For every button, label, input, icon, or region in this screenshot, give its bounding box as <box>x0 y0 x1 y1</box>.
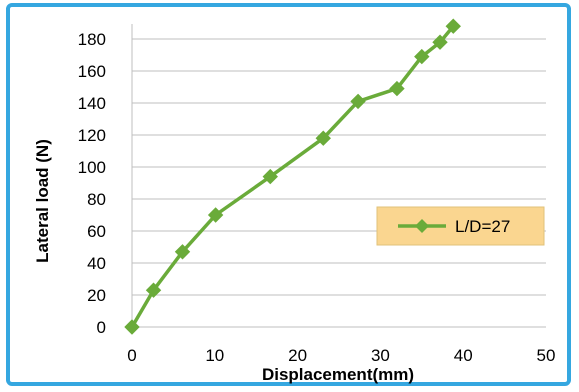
y-tick-label-140: 140 <box>78 94 106 113</box>
data-point-0-2 <box>174 244 191 260</box>
data-point-0-0 <box>124 319 140 335</box>
legend-label: L/D=27 <box>455 217 510 236</box>
series-group <box>124 18 461 335</box>
y-tick-label-20: 20 <box>87 286 106 305</box>
legend: L/D=27 <box>376 206 545 246</box>
y-tick-label-80: 80 <box>87 190 106 209</box>
grid-lines <box>132 38 546 296</box>
x-tick-label-20: 20 <box>288 346 307 365</box>
x-tick-label-10: 10 <box>205 346 224 365</box>
y-tick-label-60: 60 <box>87 222 106 241</box>
y-tick-label-160: 160 <box>78 62 106 81</box>
y-tick-label-120: 120 <box>78 126 106 145</box>
data-point-0-6 <box>350 93 366 110</box>
data-point-0-1 <box>145 282 162 298</box>
y-tick-label-40: 40 <box>87 254 106 273</box>
data-point-0-4 <box>262 168 278 185</box>
y-axis-title: Lateral load (N) <box>33 139 52 263</box>
axes <box>131 24 546 328</box>
y-tick-labels: 0 20 40 60 80 100 120 140 160 180 <box>78 30 106 337</box>
chart-frame <box>6 3 571 386</box>
data-point-0-10 <box>445 18 461 34</box>
x-tick-label-30: 30 <box>371 346 390 365</box>
y-tick-label-100: 100 <box>78 158 106 177</box>
data-point-0-3 <box>207 207 224 223</box>
x-tick-labels: 0 10 20 30 40 50 <box>127 346 555 365</box>
data-point-0-5 <box>315 130 331 146</box>
data-point-0-9 <box>432 34 448 50</box>
x-tick-label-0: 0 <box>127 346 136 365</box>
x-tick-label-50: 50 <box>537 346 556 365</box>
data-point-0-8 <box>414 48 430 65</box>
data-point-0-7 <box>389 80 405 97</box>
legend-marker-swatch <box>415 219 429 233</box>
y-tick-label-0: 0 <box>97 318 106 337</box>
x-tick-label-40: 40 <box>454 346 473 365</box>
y-tick-label-180: 180 <box>78 30 106 49</box>
x-axis-title: Displacement(mm) <box>262 365 414 384</box>
